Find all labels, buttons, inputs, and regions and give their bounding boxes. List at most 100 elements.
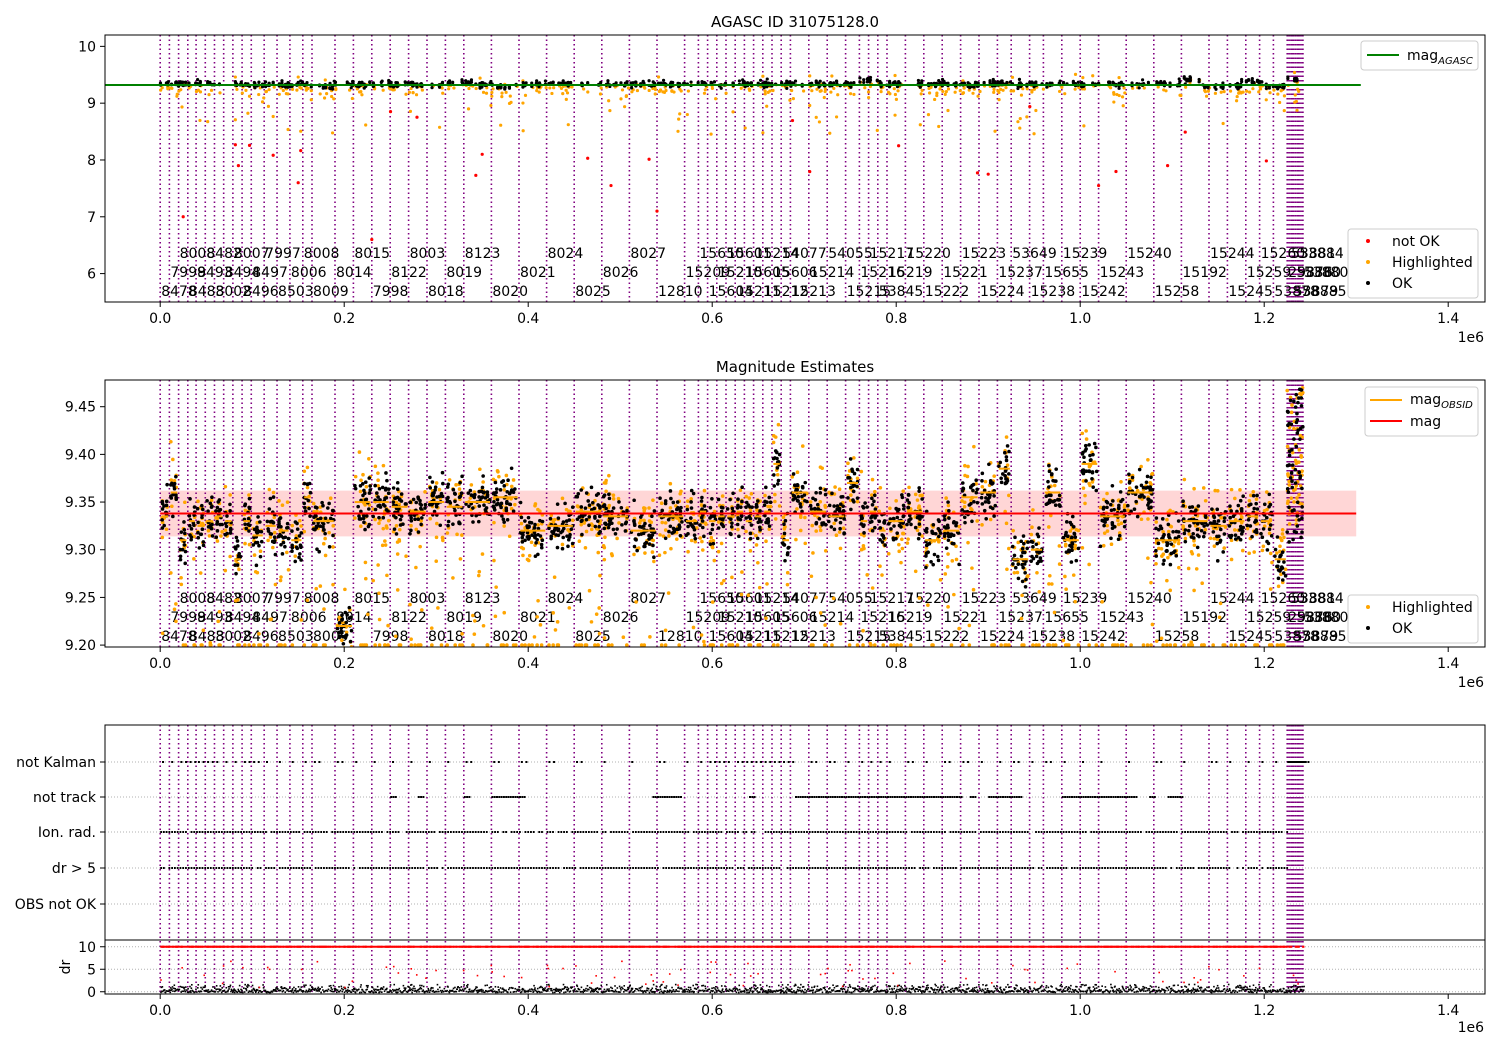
highlighted-point <box>180 583 184 587</box>
highlighted-point <box>173 608 177 612</box>
ok-point <box>754 505 758 509</box>
highlighted-point <box>1169 643 1173 647</box>
ok-point <box>635 549 639 553</box>
not-ok-point <box>299 149 302 152</box>
ok-point <box>937 559 941 563</box>
ok-point <box>938 529 942 533</box>
highlighted-point <box>1160 636 1164 640</box>
highlighted-point <box>623 105 626 108</box>
ok-point <box>1030 81 1033 84</box>
ok-point <box>304 509 308 513</box>
ok-point <box>1001 472 1005 476</box>
ok-point <box>384 488 388 492</box>
highlighted-point <box>299 618 303 622</box>
ok-point <box>385 479 389 483</box>
ok-point <box>930 530 934 534</box>
highlighted-point <box>374 464 378 468</box>
highlighted-point <box>978 90 981 93</box>
ok-point <box>202 544 206 548</box>
highlighted-point <box>414 566 418 570</box>
ok-point <box>993 80 996 83</box>
highlighted-point <box>323 537 327 541</box>
ok-point <box>846 476 850 480</box>
ok-point <box>270 532 274 536</box>
ok-point <box>243 522 247 526</box>
highlighted-point <box>1146 556 1150 560</box>
ok-point <box>907 520 911 524</box>
ok-point <box>852 81 855 84</box>
ok-point <box>689 500 693 504</box>
highlighted-point <box>984 480 988 484</box>
ok-point <box>510 488 514 492</box>
highlighted-point <box>1223 90 1226 93</box>
highlighted-point <box>170 504 174 508</box>
ok-point <box>749 532 753 536</box>
ok-point <box>620 506 624 510</box>
highlighted-point <box>947 504 951 508</box>
ok-point <box>856 468 860 472</box>
highlighted-point <box>551 643 555 647</box>
highlighted-point <box>418 545 422 549</box>
highlighted-point <box>1037 590 1041 594</box>
highlighted-point <box>1187 567 1191 571</box>
highlighted-point <box>267 105 270 108</box>
highlighted-point <box>1031 643 1035 647</box>
highlighted-point <box>1269 552 1273 556</box>
ok-point <box>342 642 346 646</box>
ok-point <box>540 543 544 547</box>
highlighted-point <box>257 632 261 636</box>
ok-point <box>399 518 403 522</box>
highlighted-point <box>642 519 646 523</box>
highlighted-point <box>871 478 875 482</box>
highlighted-point <box>720 643 724 647</box>
ok-point <box>540 546 544 550</box>
highlighted-point <box>788 99 791 102</box>
ok-point <box>603 493 607 497</box>
highlighted-point <box>580 643 584 647</box>
highlighted-point <box>565 89 568 92</box>
highlighted-point <box>299 130 302 133</box>
highlighted-point <box>481 480 485 484</box>
ok-point <box>638 525 642 529</box>
highlighted-point <box>899 643 903 647</box>
ok-point <box>711 523 715 527</box>
highlighted-point <box>354 475 358 479</box>
ok-point <box>174 497 178 501</box>
ok-point <box>686 525 690 529</box>
ok-point <box>467 491 471 495</box>
highlighted-point <box>1296 88 1299 91</box>
ok-point <box>787 81 790 84</box>
ok-point <box>974 478 978 482</box>
ok-point <box>721 518 725 522</box>
ok-point <box>862 524 866 528</box>
ok-point <box>1072 80 1075 83</box>
highlighted-point <box>471 614 475 618</box>
highlighted-point <box>764 616 768 620</box>
highlighted-point <box>876 129 879 132</box>
ok-point <box>960 508 964 512</box>
obsid-label: 8496 <box>243 629 279 645</box>
ok-point <box>726 507 730 511</box>
obsid-label: 7998 <box>373 284 409 300</box>
ok-point <box>620 523 624 527</box>
legend-agasc-label: mag <box>1407 48 1438 64</box>
highlighted-point <box>565 98 568 101</box>
highlighted-point <box>761 75 764 78</box>
highlighted-point <box>630 90 633 93</box>
highlighted-point <box>1058 562 1062 566</box>
ok-point <box>1136 515 1140 519</box>
highlighted-point <box>773 500 777 504</box>
ok-point <box>431 480 435 484</box>
highlighted-point <box>950 643 954 647</box>
ok-point <box>1045 86 1048 89</box>
highlighted-point <box>667 591 671 595</box>
highlighted-point <box>643 551 647 555</box>
highlighted-point <box>595 612 599 616</box>
ok-point <box>642 524 646 528</box>
ok-point <box>408 532 412 536</box>
highlighted-point <box>603 558 607 562</box>
obsid-label: 15237 <box>998 265 1043 281</box>
ok-point <box>410 81 413 84</box>
ok-point <box>557 533 561 537</box>
ok-point <box>367 476 371 480</box>
